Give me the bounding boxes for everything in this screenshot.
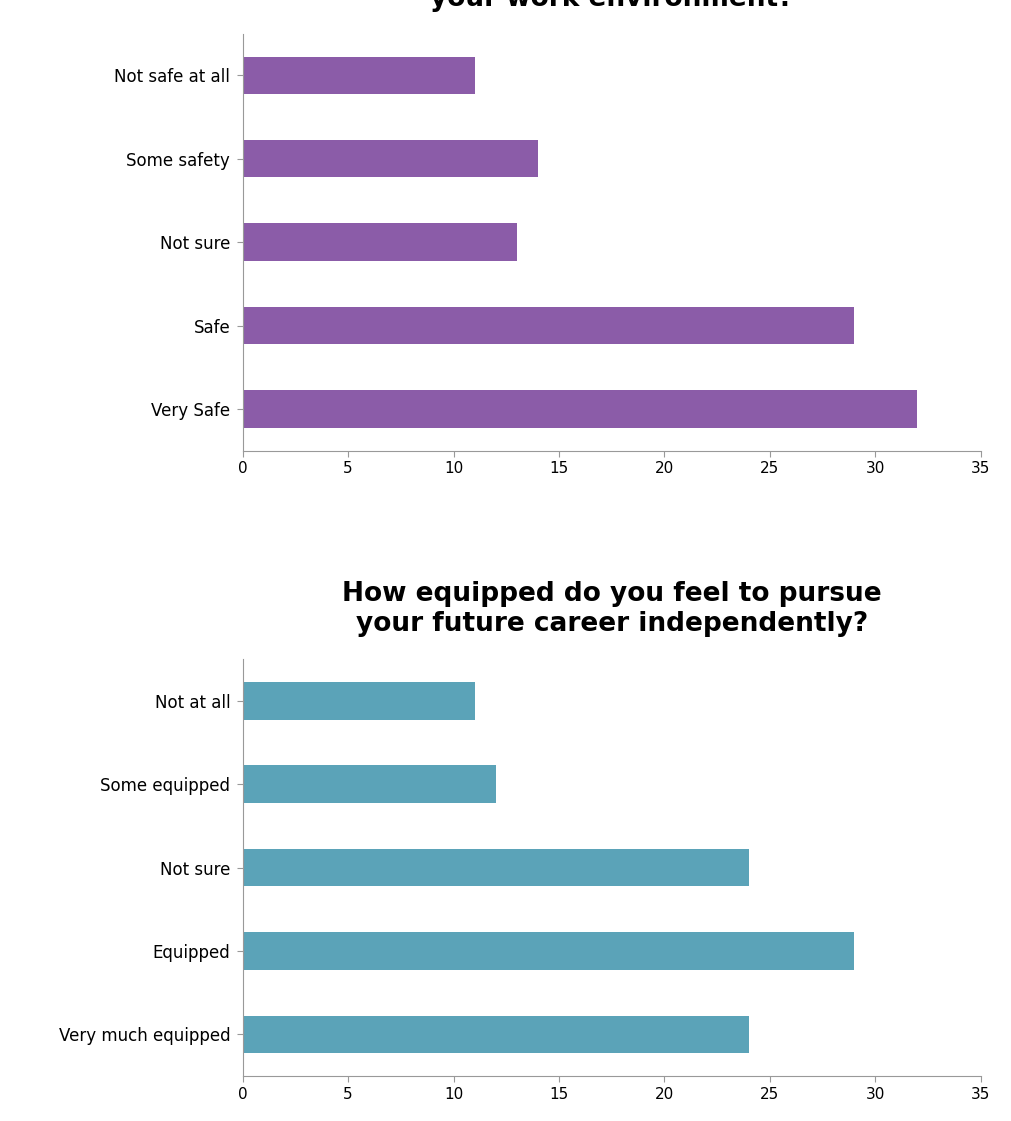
Bar <box>243 140 538 177</box>
Bar <box>243 223 517 261</box>
Bar <box>243 933 854 970</box>
Bar <box>243 766 495 803</box>
Bar <box>243 56 474 94</box>
Title: Do you feel safe and comfortable in
your work environment?: Do you feel safe and comfortable in your… <box>346 0 878 12</box>
Bar <box>243 307 854 344</box>
Title: How equipped do you feel to pursue
your future career independently?: How equipped do you feel to pursue your … <box>342 582 882 638</box>
Bar <box>243 1016 749 1054</box>
Bar <box>243 849 749 887</box>
Bar <box>243 390 917 428</box>
Bar <box>243 682 474 720</box>
